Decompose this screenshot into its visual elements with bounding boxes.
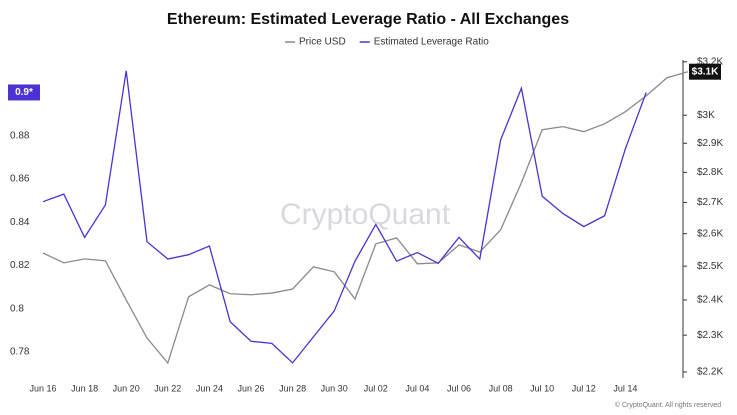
y2-tick-label: $2.9K	[697, 138, 723, 149]
x-tick-label: Jun 16	[29, 383, 56, 393]
x-tick-label: Jul 02	[364, 383, 388, 393]
x-tick-label: Jun 18	[71, 383, 98, 393]
series-line	[42, 71, 688, 365]
y-tick-label: 0.88	[10, 130, 30, 141]
x-tick-label: Jun 30	[321, 383, 348, 393]
y-tick-label: 0.86	[10, 174, 30, 185]
x-tick-label: Jul 04	[405, 383, 429, 393]
y-tick-label: 0.8	[10, 303, 24, 314]
series-line	[42, 70, 647, 364]
current-value-box	[8, 84, 40, 101]
y2-tick-label: $2.8K	[697, 167, 723, 178]
x-tick-label: Jun 28	[279, 383, 306, 393]
watermark: CryptoQuant	[280, 198, 451, 231]
y2-tick-label: $2.4K	[697, 295, 723, 306]
y2-tick-label: $2.2K	[697, 367, 723, 378]
legend-label: Estimated Leverage Ratio	[374, 37, 490, 48]
x-tick-label: Jun 20	[113, 383, 140, 393]
x-tick-label: Jul 06	[447, 383, 471, 393]
y-tick-label: 0.82	[10, 260, 30, 271]
x-tick-label: Jul 12	[572, 383, 596, 393]
y2-tick-label: $3K	[697, 110, 715, 121]
current-value-label: $3.1K	[692, 66, 719, 77]
y2-tick-label: $2.3K	[697, 330, 723, 341]
x-tick-label: Jul 08	[489, 383, 513, 393]
current-value-box	[689, 63, 721, 80]
chart-title: Ethereum: Estimated Leverage Ratio - All…	[167, 11, 569, 28]
y-tick-label: 0.78	[10, 347, 30, 358]
x-tick-label: Jun 22	[154, 383, 181, 393]
current-value-label: 0.9*	[15, 87, 33, 98]
x-tick-label: Jun 24	[196, 383, 223, 393]
y2-tick-label: $3.2K	[697, 56, 723, 67]
y2-tick-label: $2.5K	[697, 261, 723, 272]
footer: © CryptoQuant. All rights reserved	[615, 401, 721, 409]
legend-label: Price USD	[299, 37, 346, 48]
x-tick-label: Jul 10	[530, 383, 554, 393]
y2-tick-label: $2.7K	[697, 197, 723, 208]
y2-tick-label: $2.6K	[697, 228, 723, 239]
x-tick-label: Jun 26	[237, 383, 264, 393]
y-tick-label: 0.84	[10, 217, 30, 228]
x-tick-label: Jul 14	[613, 383, 637, 393]
